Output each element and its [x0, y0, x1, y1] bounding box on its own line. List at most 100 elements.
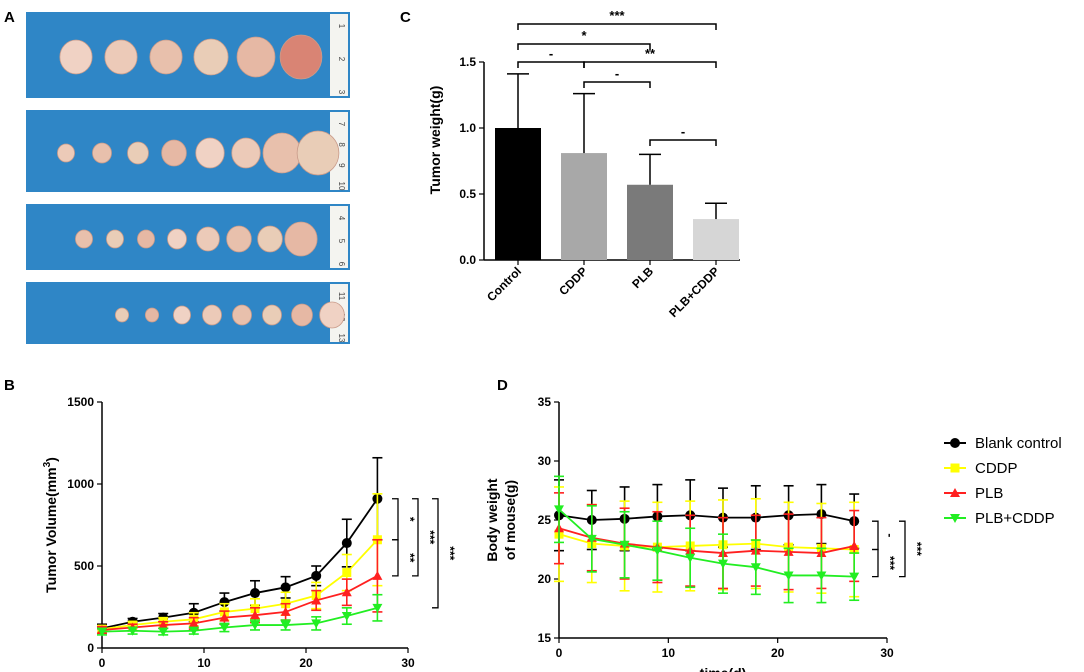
significance-label: *** [423, 530, 437, 544]
series-line [558, 513, 855, 523]
legend-label: PLB [975, 485, 1003, 502]
tumor-sample [106, 229, 124, 249]
ruler-label: 4 [337, 216, 346, 221]
series-cddp [554, 486, 860, 598]
significance-bracket [872, 548, 879, 578]
significance-bracket [583, 61, 717, 68]
significance-label: *** [910, 542, 924, 556]
tumor-sample [236, 36, 276, 78]
data-point [554, 505, 564, 515]
x-tick-label: PLB [629, 264, 656, 291]
y-axis-label: Body weight [484, 478, 500, 562]
data-point [219, 623, 230, 633]
significance-bracket [517, 43, 651, 50]
panel-label-a: A [4, 9, 15, 26]
data-point [586, 534, 597, 544]
data-point [188, 618, 199, 628]
x-tick-label: 10 [662, 646, 676, 660]
tumor-sample [195, 137, 225, 169]
ruler-label: 11 [337, 292, 346, 301]
data-point [950, 438, 960, 448]
x-tick-label: Control [484, 264, 524, 304]
tumor-sample [75, 229, 93, 249]
significance-bracket [649, 139, 717, 146]
y-tick-label: 20 [538, 572, 552, 586]
legend-label: PLB+CDDP [975, 510, 1055, 527]
y-tick-label: 30 [538, 454, 552, 468]
tumor-sample [196, 226, 220, 252]
tumor-weight-bar-chart: 0.0 0.5 1.0 1.5 Tumor weight(g) Control CDDP PL… [427, 8, 740, 320]
y-tick-label: 500 [74, 559, 94, 573]
legend-item-cddp: CDDP [944, 460, 1018, 477]
significance-label: ** [645, 46, 656, 61]
data-point [783, 571, 794, 581]
data-point [816, 571, 827, 581]
bar-plb-cddp [693, 219, 739, 260]
series-line [101, 575, 378, 631]
data-point [652, 546, 663, 556]
data-point [311, 619, 322, 629]
tumor-sample [149, 39, 183, 75]
tumor-photos: 12378910456111213 [26, 12, 350, 344]
x-tick-label: PLB+CDDP [666, 264, 722, 320]
data-point [950, 463, 960, 473]
series-blank-control [97, 456, 383, 634]
legend-label: CDDP [975, 460, 1018, 477]
data-point [280, 606, 291, 616]
significance-bracket [583, 81, 651, 88]
data-point [372, 570, 383, 580]
tumor-sample [262, 132, 302, 174]
data-point [280, 582, 291, 593]
data-point [341, 612, 352, 622]
tumor-sample [137, 229, 155, 249]
series-line [101, 606, 378, 633]
y-tick-label: 1500 [67, 395, 94, 409]
tumor-sample [284, 221, 318, 257]
ruler-strip [330, 14, 348, 96]
data-point [250, 610, 260, 620]
series-line [558, 508, 855, 578]
legend-label: Blank control [975, 435, 1062, 452]
tumor-sample [173, 305, 191, 325]
significance-label: - [883, 533, 897, 537]
data-point [685, 553, 696, 563]
y-axis-label: Tumor weight(g) [427, 86, 443, 195]
ruler-strip [330, 206, 348, 268]
data-point [280, 621, 291, 631]
bar-cddp [561, 153, 607, 260]
y-axis-label-main: Tumor Volume(mm [43, 467, 59, 593]
significance-label: *** [443, 546, 457, 560]
significance-label: * [403, 517, 417, 522]
data-point [341, 538, 352, 549]
tumor-sample [226, 225, 252, 253]
tumor-sample [114, 307, 130, 323]
data-point [342, 568, 352, 578]
tumor-sample [167, 228, 187, 250]
tumor-sample [319, 301, 345, 329]
data-point [950, 488, 960, 497]
data-point [341, 587, 352, 597]
y-tick-label: 1.0 [459, 121, 476, 135]
series-line [101, 539, 379, 631]
ruler-label: 10 [337, 182, 346, 191]
data-point [372, 603, 383, 613]
data-point [250, 588, 260, 599]
data-point [619, 540, 630, 550]
ruler-label: 2 [337, 57, 346, 62]
data-point [250, 621, 260, 631]
significance-bracket [872, 520, 879, 551]
tumor-sample [57, 143, 75, 163]
y-axis-label-line2: of mouse(g) [502, 480, 518, 560]
significance-label: *** [883, 556, 897, 570]
x-tick-label: 20 [771, 646, 785, 660]
tumor-sample [291, 303, 313, 327]
x-tick-label: CDDP [556, 264, 590, 298]
tumor-sample [231, 137, 261, 169]
panel-label-d: D [497, 377, 508, 394]
x-tick-label: 0 [99, 656, 106, 670]
significance-bracket [392, 498, 399, 541]
legend-item-plb: PLB [944, 485, 1003, 502]
data-point [750, 563, 761, 573]
tumor-sample [193, 38, 229, 76]
